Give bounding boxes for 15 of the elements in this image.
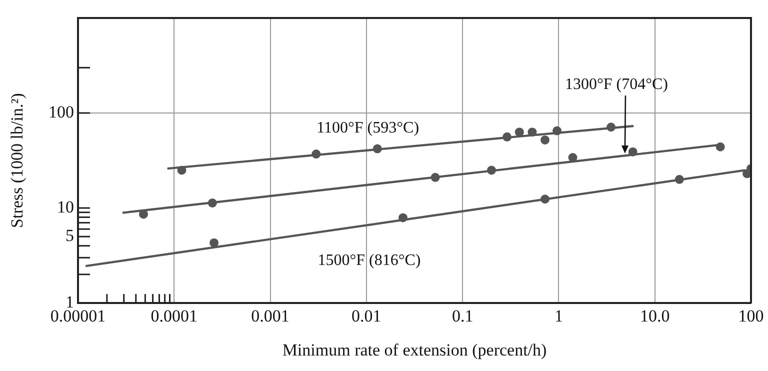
x-tick-label: 0.01 xyxy=(352,306,382,326)
y-tick-label: 100 xyxy=(48,102,74,122)
x-tick-label: 10.0 xyxy=(640,306,670,326)
series-label: 1100°F (593°C) xyxy=(316,119,420,136)
x-tick-label: 0.001 xyxy=(251,306,290,326)
series-label: 1500°F (816°C) xyxy=(318,252,421,270)
x-tick-label: 1 xyxy=(554,306,563,326)
text: 1300°F (704°C) xyxy=(564,76,668,93)
x-tick-label: 0.1 xyxy=(452,306,474,326)
y-axis-title: Stress (1000 lb/in.²) xyxy=(8,93,27,228)
x-tick-label: 0.0001 xyxy=(150,306,198,326)
y-tick-label: 10 xyxy=(57,197,74,216)
y-tick-label: 5 xyxy=(66,226,74,246)
x-axis-title: Minimum rate of extension (percent/h) xyxy=(282,340,547,360)
x-tick-label: 100 xyxy=(738,306,764,326)
